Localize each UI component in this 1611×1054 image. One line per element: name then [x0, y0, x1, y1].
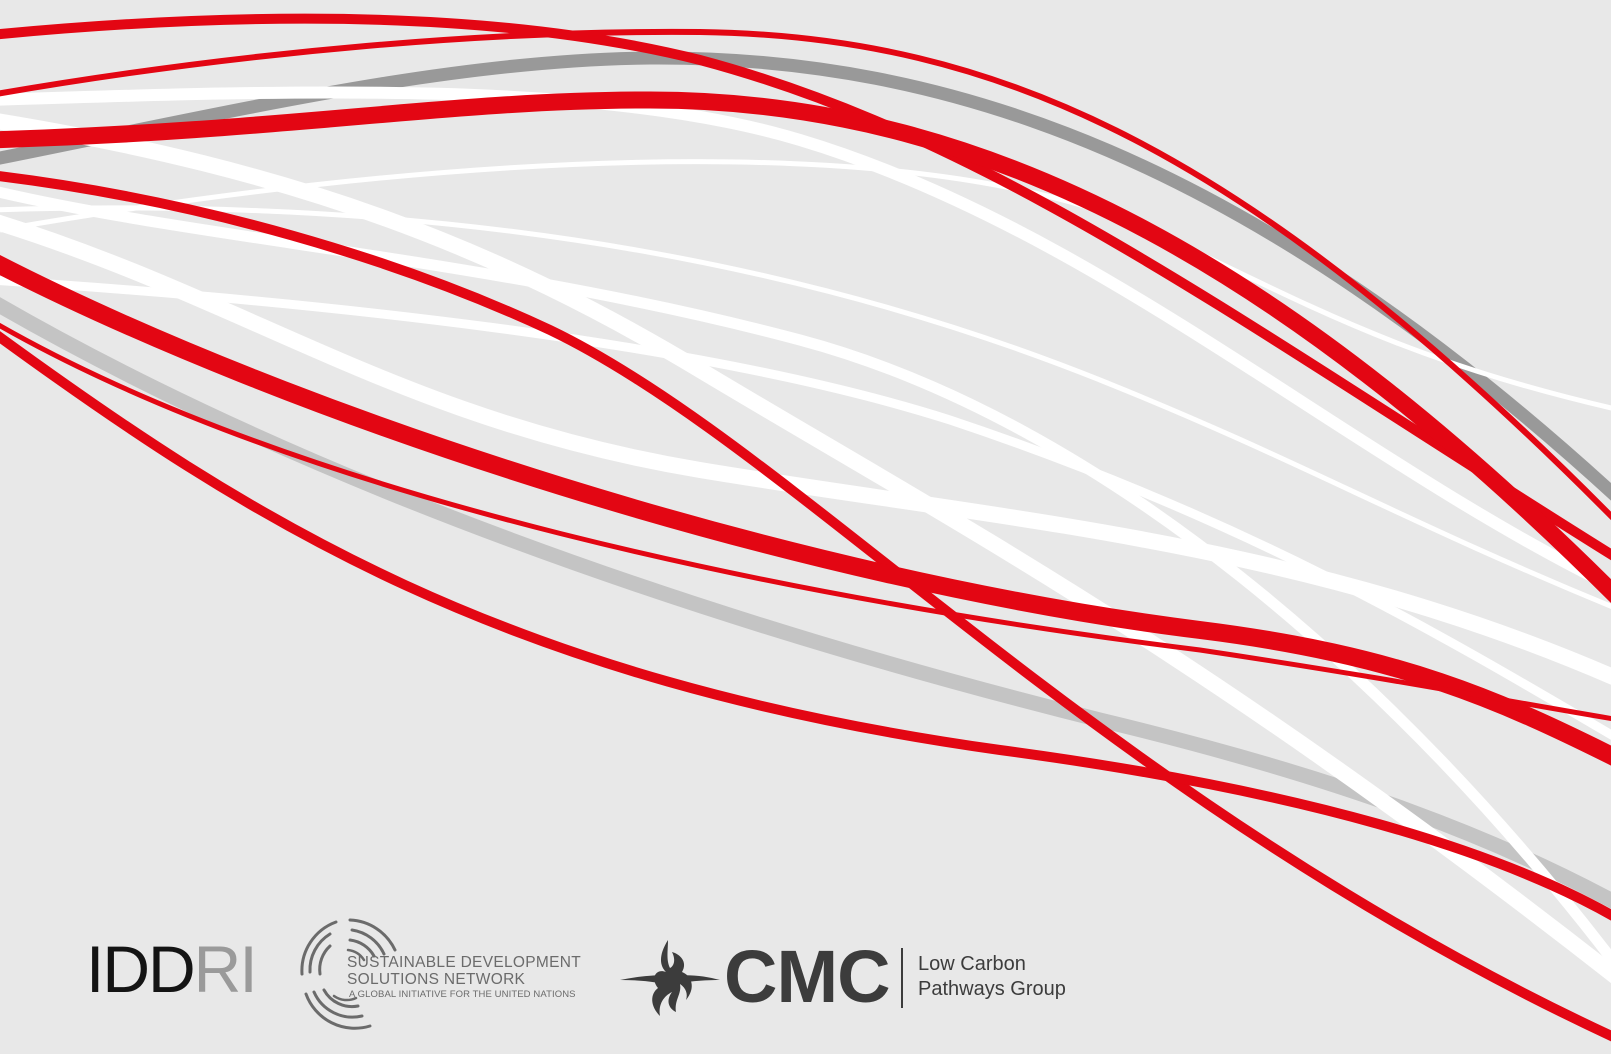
wave-white-5: [0, 186, 1611, 968]
wave-white-7: [0, 205, 1611, 609]
wave-white-4: [0, 214, 1611, 685]
wave-red-7: [0, 322, 1611, 722]
wave-white-2: [0, 86, 1611, 593]
wave-white-1: [0, 113, 1611, 984]
wave-red-6: [0, 331, 1611, 921]
wave-white-3: [0, 276, 1611, 740]
wave-gray-light: [0, 297, 1611, 909]
wave-red-1: [0, 13, 1611, 561]
wave-gray-dark: [0, 51, 1611, 501]
wave-red-4: [0, 171, 1611, 1042]
wave-red-2: [0, 28, 1611, 521]
wave-red-3: [0, 91, 1611, 604]
